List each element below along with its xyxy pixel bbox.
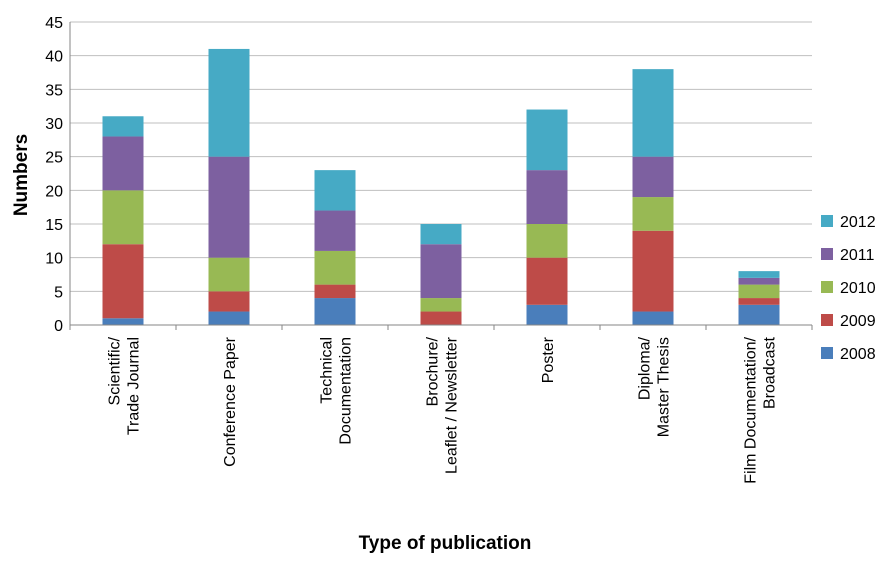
x-category-label: Film Documentation/Broadcast xyxy=(743,336,779,483)
bar-segment xyxy=(102,136,144,191)
bar-segment xyxy=(738,271,780,278)
legend-swatch xyxy=(821,314,833,326)
x-category-label-line: Leaflet / Newsletter xyxy=(444,336,461,474)
bar-segment xyxy=(314,284,356,299)
y-tick-label: 15 xyxy=(45,217,63,234)
bar-segment xyxy=(314,250,356,285)
legend-swatch xyxy=(821,215,833,227)
legend: 2012 2011 2010 2009 2008 xyxy=(821,214,876,363)
y-tick-label: 25 xyxy=(45,150,63,167)
x-category-label: Conference Paper xyxy=(222,336,239,467)
axes: 0 5 10 15 20 25 30 35 40 45 Scientific/Trade Journ… xyxy=(45,15,813,484)
y-tick-label: 30 xyxy=(45,116,63,133)
gridlines xyxy=(70,21,812,292)
bar-segment xyxy=(738,277,780,285)
bar-segment xyxy=(208,291,250,312)
bar-segment xyxy=(208,48,250,157)
bar-segment xyxy=(738,284,780,299)
legend-label: 2008 xyxy=(840,346,876,363)
x-category-label-line: Poster xyxy=(540,336,557,383)
x-category-label-line: Brochure/ xyxy=(425,336,442,406)
legend-label: 2010 xyxy=(840,280,876,297)
bar-segment xyxy=(632,230,674,312)
bar-segment xyxy=(314,298,356,325)
y-tick-label: 0 xyxy=(54,318,63,335)
bar-segment xyxy=(526,257,568,305)
bar-segment xyxy=(102,116,144,137)
legend-swatch xyxy=(821,347,833,359)
bar-segment xyxy=(526,170,568,224)
bar-segment xyxy=(632,156,674,198)
x-axis-label: Type of publication xyxy=(359,533,532,554)
x-category-label: Brochure/Leaflet / Newsletter xyxy=(425,336,461,474)
legend-label: 2011 xyxy=(840,247,875,264)
bar-segment xyxy=(526,304,568,325)
bar-segment xyxy=(632,311,674,325)
x-category-label: Scientific/Trade Journal xyxy=(107,336,143,435)
bar-segment xyxy=(314,210,356,251)
bar-segment xyxy=(102,190,144,245)
bar-segment xyxy=(208,311,250,325)
legend-label: 2009 xyxy=(840,313,876,330)
x-category-label-line: Diploma/ xyxy=(637,336,654,400)
bar-segment xyxy=(420,224,462,245)
x-category-label-line: Technical xyxy=(319,337,336,404)
x-category-label-line: Broadcast xyxy=(762,336,779,409)
bar-segment xyxy=(208,156,250,258)
bar-segment xyxy=(526,224,568,258)
y-tick-label: 5 xyxy=(54,284,63,301)
bar-segment xyxy=(102,318,144,325)
legend-swatch xyxy=(821,281,833,293)
y-axis-label: Numbers xyxy=(11,134,32,216)
bar-segment xyxy=(632,69,674,157)
x-category-label-line: Scientific/ xyxy=(107,336,124,405)
y-tick-label: 35 xyxy=(45,82,63,99)
legend-swatch xyxy=(821,248,833,260)
x-category-label-line: Conference Paper xyxy=(222,336,239,467)
bar-segment xyxy=(420,298,462,312)
bar-segment xyxy=(526,109,568,171)
bar-segment xyxy=(208,257,250,292)
bar-segment xyxy=(420,244,462,299)
bar-segment xyxy=(102,244,144,319)
x-category-label-line: Master Thesis xyxy=(656,337,673,437)
bars xyxy=(102,48,780,325)
bar-segment xyxy=(738,298,780,305)
x-category-label-line: Documentation xyxy=(338,337,355,445)
x-category-label: Poster xyxy=(540,336,557,383)
bar-segment xyxy=(314,170,356,211)
legend-label: 2012 xyxy=(840,214,876,231)
bar-segment xyxy=(738,304,780,325)
y-tick-label: 45 xyxy=(45,15,63,32)
y-tick-label: 10 xyxy=(45,251,63,268)
bar-segment xyxy=(420,311,462,325)
x-category-label-line: Film Documentation/ xyxy=(743,336,760,483)
x-category-label: Technical Documentation xyxy=(319,337,355,445)
x-category-label: Diploma/Master Thesis xyxy=(637,336,673,437)
y-tick-label: 20 xyxy=(45,183,63,200)
y-tick-label: 40 xyxy=(45,49,63,66)
bar-segment xyxy=(632,197,674,231)
x-category-label-line: Trade Journal xyxy=(126,337,143,435)
